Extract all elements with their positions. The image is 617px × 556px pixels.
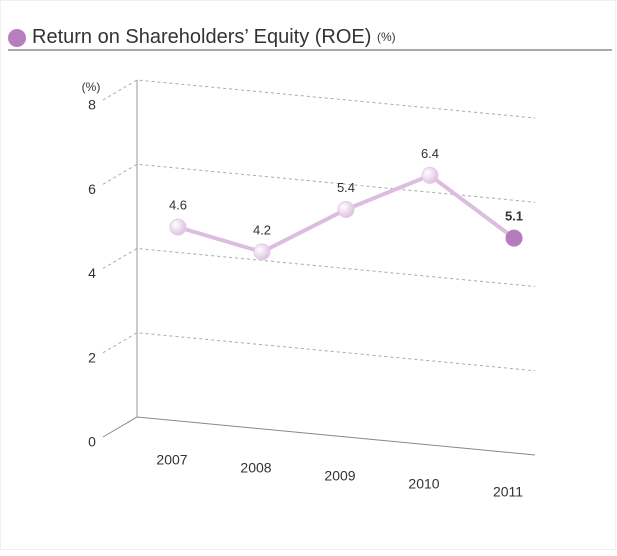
y-tick-label: 2 [88,349,96,365]
point [337,200,355,218]
data-label: 6.4 [421,146,439,161]
title-text: Return on Shareholders’ Equity (ROE) [32,26,371,48]
y-tick-label: 4 [88,265,96,281]
data-label: 4.6 [169,198,187,213]
y-axis-label: (%) [82,80,101,94]
grid-line [102,163,536,203]
point [169,218,187,236]
data-label: 4.2 [253,222,271,237]
x-tick-label: 2008 [240,460,271,476]
x-tick-label: 2009 [324,468,355,484]
grid-line [102,79,536,119]
x-tick-label: 2007 [156,452,187,468]
y-tick-label: 0 [88,434,96,450]
subtitle: (%) [377,30,396,44]
x-axis [102,416,536,456]
x-tick-label: 2011 [493,484,523,500]
point [253,243,271,261]
x-tick-label: 2010 [408,476,439,492]
data-label: 5.1 [505,209,523,224]
point [505,229,523,247]
data-label: 5.4 [337,180,355,195]
y-tick-label: 6 [88,181,96,197]
grid-line [102,247,536,287]
grid-line [102,332,536,372]
title-bullet [8,29,26,47]
y-tick-label: 8 [88,97,96,113]
point [421,166,439,184]
chart-title: Return on Shareholders’ Equity (ROE) (%) [32,26,396,48]
